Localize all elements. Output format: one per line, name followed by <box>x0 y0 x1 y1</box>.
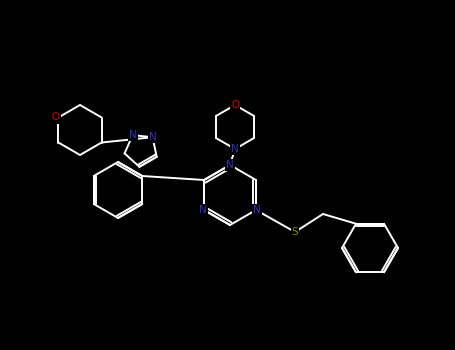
Text: N: N <box>129 130 136 140</box>
Text: S: S <box>292 227 298 237</box>
Text: N: N <box>226 160 234 170</box>
Text: N: N <box>149 132 157 142</box>
Text: N: N <box>253 205 261 215</box>
Text: N: N <box>231 144 239 154</box>
Text: O: O <box>51 112 60 122</box>
Text: O: O <box>231 100 239 110</box>
Text: N: N <box>199 205 207 215</box>
